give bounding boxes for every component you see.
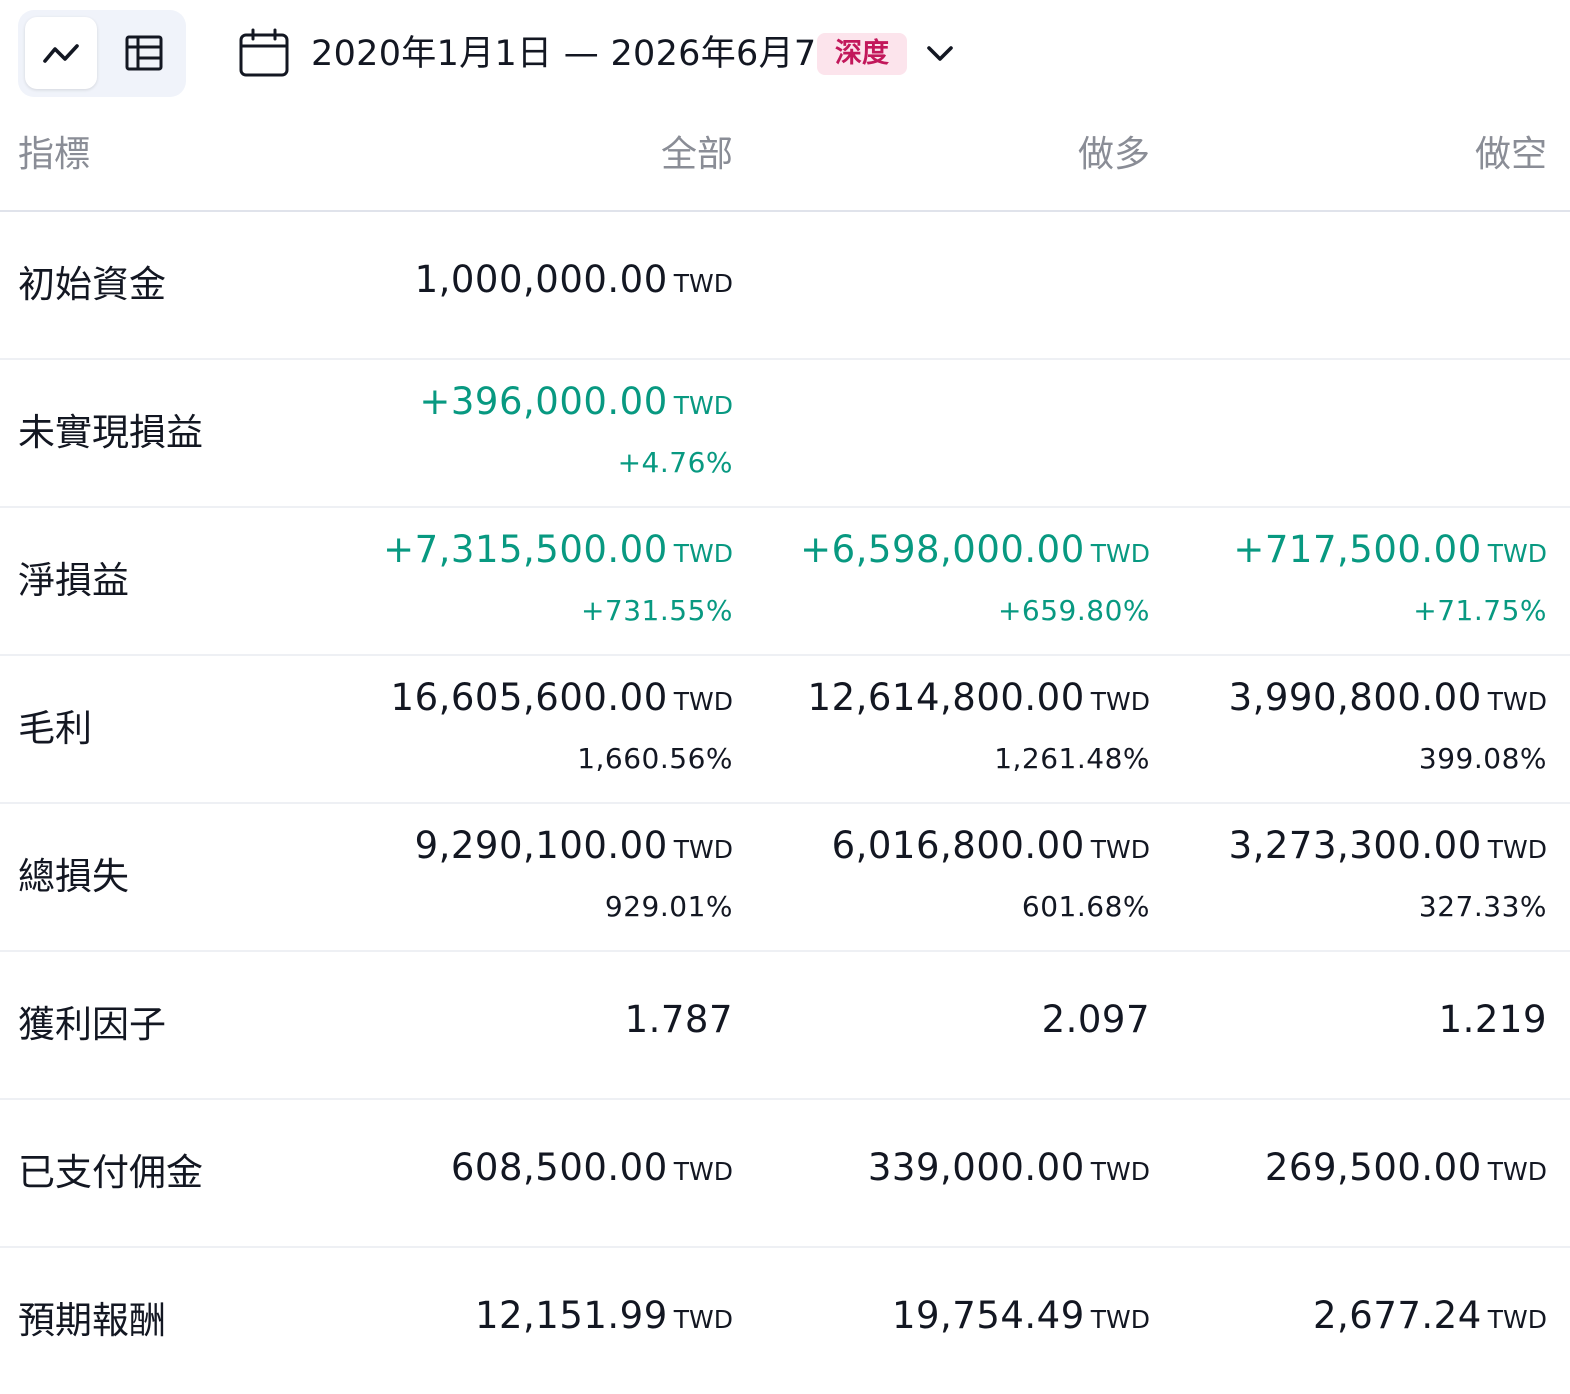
row-label: 獲利因子 — [18, 1003, 166, 1046]
table-row-net-pnl: 淨損益 +7,315,500.00 TWD +731.55% +6,598,000… — [0, 508, 1570, 656]
table-row-expected-payoff: 預期報酬 12,151.99 TWD 19,754.49 TWD 2,677.24 T… — [0, 1248, 1570, 1394]
unit: TWD — [1090, 539, 1150, 568]
row-label: 初始資金 — [18, 263, 166, 306]
chevron-down-icon[interactable] — [922, 38, 958, 70]
unit: TWD — [673, 835, 733, 864]
unit: TWD — [673, 391, 733, 420]
percent: +4.76% — [617, 446, 733, 479]
date-range[interactable]: 2020年1月1日 — 2026年6月7日 — [311, 34, 852, 74]
unit: TWD — [1487, 1157, 1547, 1186]
unit: TWD — [1090, 835, 1150, 864]
table-icon — [125, 35, 163, 71]
value: 608,500.00 — [450, 1146, 668, 1189]
row-label: 已支付佣金 — [18, 1151, 203, 1194]
unit: TWD — [1487, 539, 1547, 568]
percent: 1,261.48% — [994, 742, 1150, 775]
percent: 1,660.56% — [577, 742, 733, 775]
row-label: 淨損益 — [18, 559, 129, 602]
unit: TWD — [1090, 1305, 1150, 1334]
percent: +71.75% — [1413, 594, 1547, 627]
value: 3,273,300.00 — [1228, 824, 1482, 867]
value: +396,000.00 — [419, 380, 668, 423]
unit: TWD — [673, 1157, 733, 1186]
table-row-gross-profit: 毛利 16,605,600.00 TWD 1,660.56% 12,614,800… — [0, 656, 1570, 804]
view-toggle — [18, 10, 186, 97]
header-long: 做多 — [1077, 134, 1150, 175]
header-short: 做空 — [1474, 134, 1547, 175]
depth-badge: 深度 — [817, 33, 907, 75]
table-row-initial-capital: 初始資金 1,000,000.00 TWD — [0, 212, 1570, 360]
unit: TWD — [673, 269, 733, 298]
percent: 399.08% — [1418, 742, 1547, 775]
value: 1.787 — [624, 998, 733, 1041]
unit: TWD — [1487, 835, 1547, 864]
unit: TWD — [1090, 1157, 1150, 1186]
calendar-icon[interactable] — [238, 28, 290, 78]
value: +6,598,000.00 — [800, 528, 1085, 571]
value: 269,500.00 — [1264, 1146, 1482, 1189]
value: 12,151.99 — [474, 1294, 668, 1337]
line-chart-icon — [43, 44, 79, 63]
percent: 929.01% — [604, 890, 733, 923]
value: 1,000,000.00 — [414, 258, 668, 301]
table-row-commission: 已支付佣金 608,500.00 TWD 339,000.00 TWD 269,50… — [0, 1100, 1570, 1248]
unit: TWD — [673, 539, 733, 568]
table-row-gross-loss: 總損失 9,290,100.00 TWD 929.01% 6,016,800.00… — [0, 804, 1570, 952]
value: +7,315,500.00 — [383, 528, 668, 571]
value: 19,754.49 — [891, 1294, 1085, 1337]
value: +717,500.00 — [1233, 528, 1482, 571]
table-view-button[interactable] — [108, 17, 180, 89]
performance-table: 指標 全部 做多 做空 初始資金 1,000,000.00 TWD 未實現損益 +… — [0, 108, 1570, 1394]
value: 9,290,100.00 — [414, 824, 668, 867]
unit: TWD — [673, 1305, 733, 1334]
value: 16,605,600.00 — [390, 676, 668, 719]
row-label: 總損失 — [18, 855, 129, 898]
unit: TWD — [1090, 687, 1150, 716]
unit: TWD — [673, 687, 733, 716]
percent: 327.33% — [1418, 890, 1547, 923]
toolbar: 2020年1月1日 — 2026年6月7日 深度 — [0, 0, 1570, 108]
chart-view-button[interactable] — [25, 17, 97, 89]
value: 2.097 — [1041, 998, 1150, 1041]
unit: TWD — [1487, 687, 1547, 716]
percent: +659.80% — [997, 594, 1150, 627]
header-all: 全部 — [660, 134, 733, 175]
table-row-unrealized-pnl: 未實現損益 +396,000.00 TWD +4.76% — [0, 360, 1570, 508]
row-label: 預期報酬 — [18, 1299, 166, 1342]
header-metric: 指標 — [18, 134, 91, 175]
value: 2,677.24 — [1312, 1294, 1482, 1337]
table-row-profit-factor: 獲利因子 1.787 2.097 1.219 — [0, 952, 1570, 1100]
table-header: 指標 全部 做多 做空 — [0, 108, 1570, 212]
row-label: 毛利 — [18, 707, 92, 750]
value: 12,614,800.00 — [807, 676, 1085, 719]
value: 339,000.00 — [867, 1146, 1085, 1189]
value: 6,016,800.00 — [831, 824, 1085, 867]
unit: TWD — [1487, 1305, 1547, 1334]
value: 1.219 — [1438, 998, 1547, 1041]
percent: 601.68% — [1021, 890, 1150, 923]
value: 3,990,800.00 — [1228, 676, 1482, 719]
percent: +731.55% — [580, 594, 733, 627]
row-label: 未實現損益 — [18, 411, 203, 454]
